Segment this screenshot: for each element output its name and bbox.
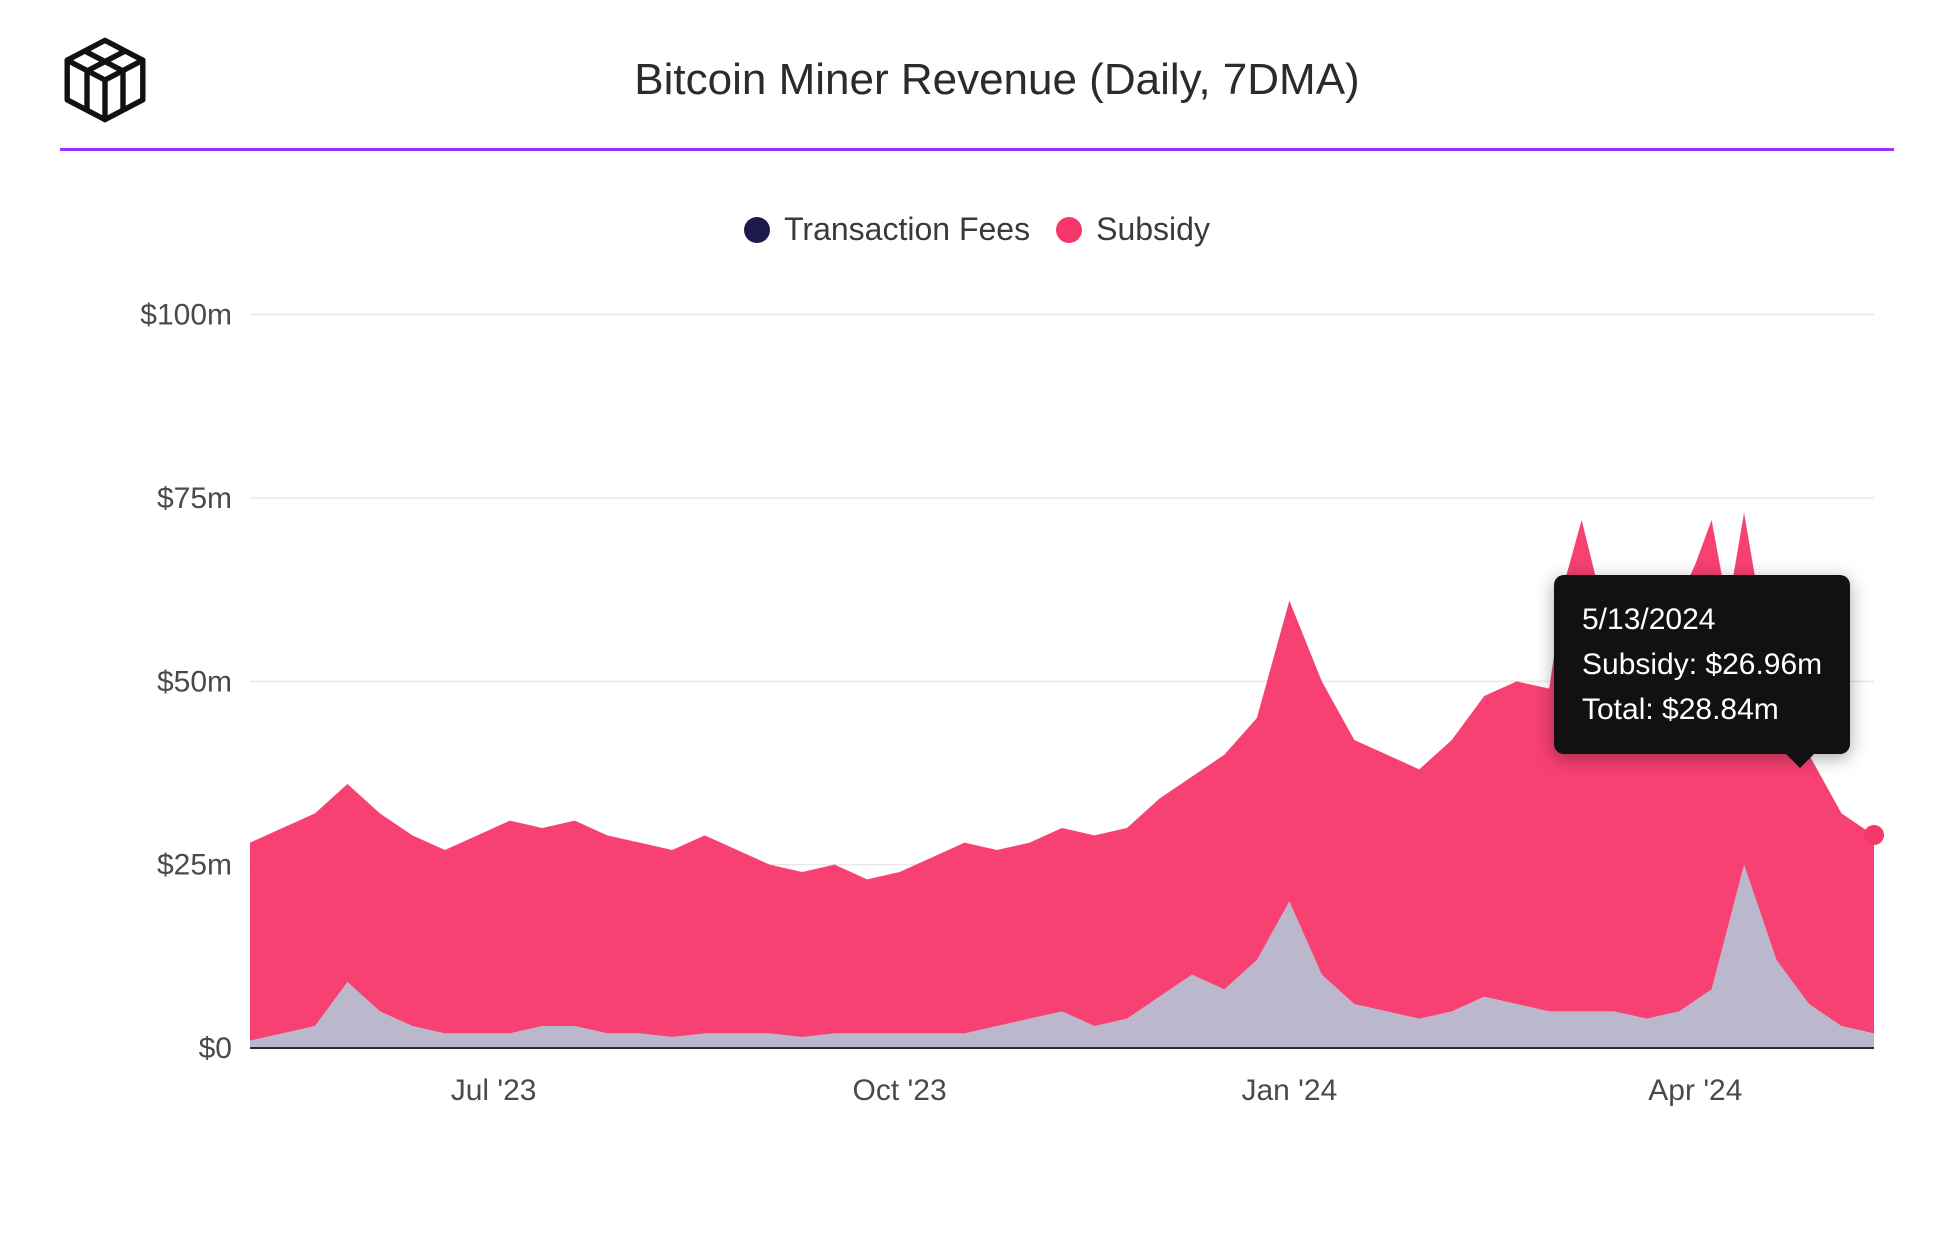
tooltip-date: 5/13/2024	[1582, 597, 1822, 642]
tooltip-total: Total: $28.84m	[1582, 687, 1822, 732]
svg-text:Oct '23: Oct '23	[853, 1074, 947, 1107]
svg-text:Apr '24: Apr '24	[1648, 1074, 1742, 1107]
svg-text:$25m: $25m	[157, 849, 232, 882]
brand-logo-icon	[60, 35, 150, 125]
legend-label-subsidy: Subsidy	[1096, 211, 1210, 248]
chart-title: Bitcoin Miner Revenue (Daily, 7DMA)	[190, 55, 1894, 105]
header-divider	[60, 148, 1894, 151]
legend-dot-subsidy-icon	[1056, 217, 1082, 243]
svg-text:Jan '24: Jan '24	[1241, 1074, 1337, 1107]
chart-legend: Transaction Fees Subsidy	[60, 211, 1894, 248]
header: Bitcoin Miner Revenue (Daily, 7DMA)	[60, 30, 1894, 130]
svg-text:$0: $0	[199, 1032, 232, 1065]
legend-dot-fees-icon	[744, 217, 770, 243]
legend-item-fees[interactable]: Transaction Fees	[744, 211, 1030, 248]
legend-label-fees: Transaction Fees	[784, 211, 1030, 248]
chart-tooltip: 5/13/2024 Subsidy: $26.96m Total: $28.84…	[1554, 575, 1850, 754]
tooltip-subsidy: Subsidy: $26.96m	[1582, 642, 1822, 687]
tooltip-arrow-icon	[1786, 754, 1814, 768]
svg-text:Jul '23: Jul '23	[451, 1074, 537, 1107]
legend-item-subsidy[interactable]: Subsidy	[1056, 211, 1210, 248]
svg-text:$100m: $100m	[140, 299, 232, 332]
svg-text:$50m: $50m	[157, 665, 232, 698]
chart-plot-area[interactable]: $0 $25m $50m $75m $100m Jul '23 Oct '23 Jan '24…	[60, 258, 1894, 1128]
chart-frame: Bitcoin Miner Revenue (Daily, 7DMA) Tran…	[0, 0, 1954, 1252]
svg-text:$75m: $75m	[157, 482, 232, 515]
